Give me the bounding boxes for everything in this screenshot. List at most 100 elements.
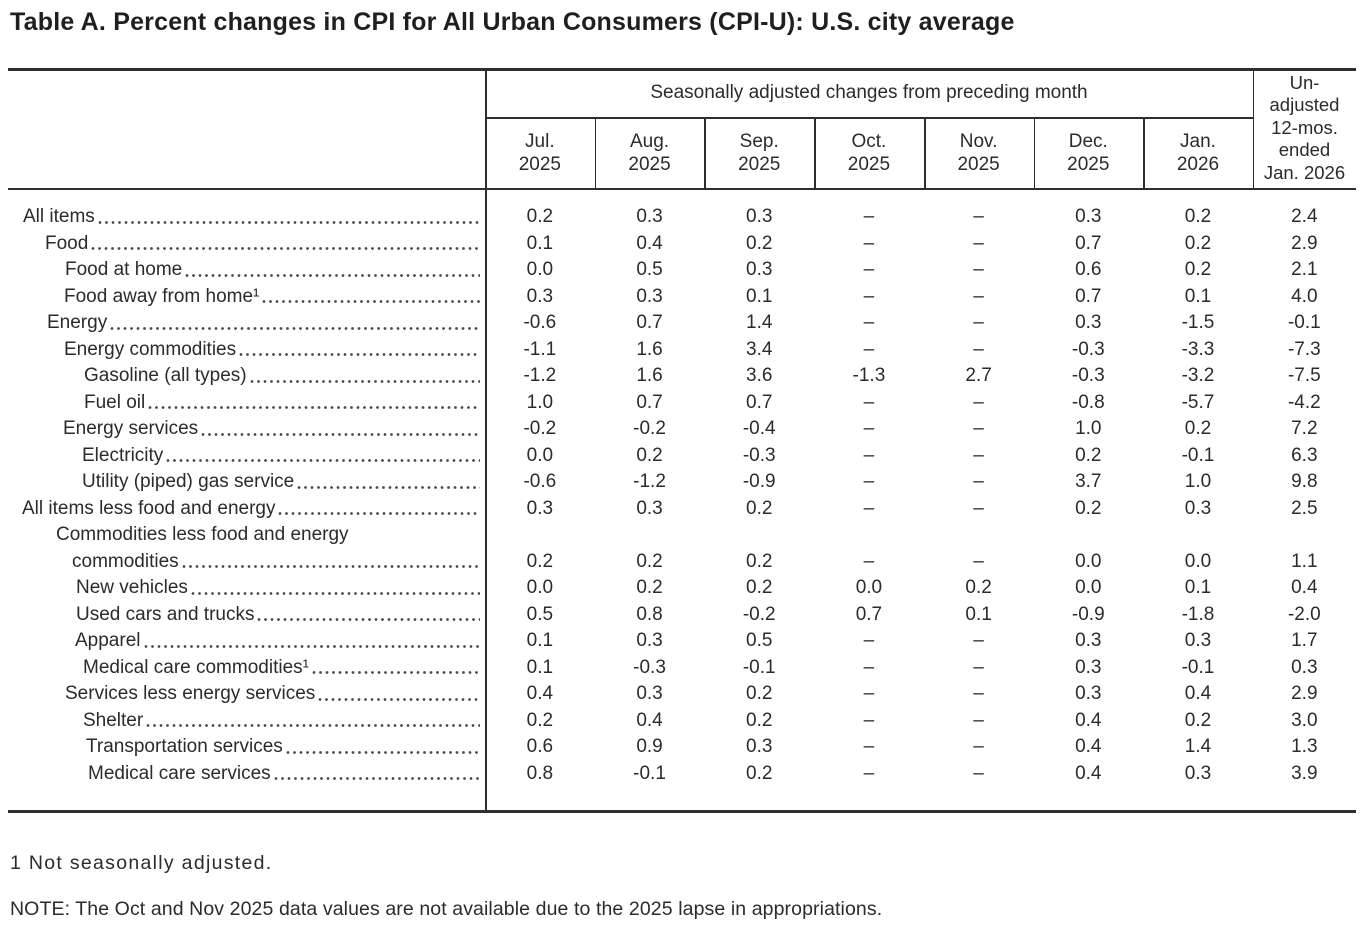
row-label: All items less food and energy [8,496,485,523]
month-column-separator [814,117,816,188]
cell-value: -5.7 [1181,391,1215,413]
cell-value: – [973,312,984,333]
cell-value: 0.2 [1184,206,1212,227]
cell-value: 0.3 [1184,497,1212,519]
cell-value: 0.5 [746,630,773,651]
cell-value: – [973,391,984,413]
month-column-separator [594,117,597,188]
cell-value: – [863,418,875,439]
row-label: Fuel oil [8,390,485,417]
row-label: Used cars and trucks [8,602,485,629]
cell-value: – [863,683,875,704]
table-title: Table A. Percent changes in CPI for All … [10,8,1015,36]
cell-value: 0.9 [636,736,663,757]
cell-value: 3.7 [1075,471,1102,492]
cell-value: 0.3 [1184,630,1212,651]
dot-leader [311,670,480,675]
cell-value: -0.2 [523,418,557,439]
cell-value: 0.2 [636,550,663,572]
cell-value: 0.3 [746,736,773,757]
month-header-cell: Sep. 2025 [738,130,781,175]
row-label: Energy services [8,416,485,443]
cell-value: 0.3 [1184,762,1212,784]
cell-value: 0.0 [1075,550,1102,572]
cell-value: 0.4 [526,683,554,704]
cell-value: – [973,550,984,572]
table-row: All items less food and energy 0.3 0.3 0.2 –… [8,496,1356,523]
cell-value: 2.5 [1291,497,1318,519]
cell-value: 0.1 [526,630,554,651]
row-label: Medical care commodities¹ [8,655,485,682]
cell-value: 0.3 [1075,206,1102,227]
month-header-cell: Dec. 2025 [1067,130,1110,175]
cell-value: 2.4 [1291,206,1318,227]
cell-value: – [863,259,875,280]
cell-value: – [863,206,875,227]
cell-value: – [973,418,984,439]
table-row: Utility (piped) gas service -0.6 -1.2 -0.9 –… [8,469,1356,496]
cell-value: 0.7 [746,391,773,413]
unadjusted-column-header: Un-adjusted 12-mos. ended Jan. 2026 [1263,71,1346,183]
cell-value: -7.5 [1287,365,1321,386]
table-row: Gasoline (all types) -1.2 1.6 3.6 -1.3 2.7 -0.… [8,363,1356,390]
table-row: Shelter 0.2 0.4 0.2 – – 0.4 0.2 3.0 [8,708,1356,735]
cell-value: -1.5 [1181,312,1215,333]
cell-value: – [863,762,875,784]
table-row: Food away from home¹ 0.3 0.3 0.1 – – 0.7 0.1 4.0 [8,284,1356,311]
cell-value: 0.5 [636,259,663,280]
cell-value: 0.1 [526,232,554,254]
cell-value: 1.4 [1184,736,1212,757]
cell-value: 1.0 [1075,418,1102,439]
cell-value: – [973,338,984,360]
cell-value: – [863,736,875,757]
table-row: Electricity 0.0 0.2 -0.3 – – 0.2 -0.1 6.3 [8,443,1356,470]
cell-value: 0.0 [1075,577,1102,598]
cell-value: 0.3 [746,206,773,227]
cell-value: 7.2 [1291,418,1318,439]
cell-value: 0.1 [746,285,773,307]
dot-leader [278,511,480,516]
cell-value: – [863,709,875,731]
table-top-rule [8,68,1356,71]
cell-value: 0.1 [1184,577,1212,598]
dot-leader [190,590,480,596]
table-row: Energy -0.6 0.7 1.4 – – 0.3 -1.5 -0.1 [8,310,1356,337]
stub-column-separator [485,68,487,810]
unadjusted-column-separator [1252,68,1255,188]
dot-leader [239,352,480,357]
cell-value: -3.3 [1181,338,1215,360]
dot-leader [110,325,480,331]
cell-value: 0.3 [636,683,663,704]
cell-value: – [863,285,875,307]
cell-value: -0.3 [1071,365,1105,386]
month-header-cell: Aug. 2025 [628,130,671,175]
cell-value: 0.7 [1075,232,1102,254]
cell-value: – [863,391,875,413]
cell-value: 0.4 [1075,736,1102,757]
cell-value: 0.8 [526,762,554,784]
column-header-underline [8,188,1356,190]
cell-value: 0.5 [526,603,554,625]
group-header-underline [485,117,1253,119]
cell-value: 3.6 [746,365,773,386]
cell-value: 0.2 [636,577,663,598]
cell-value: 0.3 [636,497,663,519]
cell-value: 1.0 [1184,471,1212,492]
cell-value: 0.2 [965,577,992,598]
cell-value: 0.4 [636,232,663,254]
cell-value: -4.2 [1287,391,1321,413]
dot-leader [97,219,480,225]
cell-value: – [973,683,984,704]
cell-value: – [863,312,875,333]
cell-value: – [973,259,984,280]
cell-value: 0.2 [1184,709,1212,731]
cell-value: 0.3 [636,630,663,651]
cell-value: – [863,550,875,572]
cell-value: – [973,285,984,307]
row-label: Energy [8,310,485,337]
cell-value: -0.9 [1071,603,1105,625]
cell-value: 0.3 [636,206,663,227]
cell-value: -0.1 [1181,444,1215,466]
cell-value: -0.3 [742,444,776,466]
cell-value: 0.7 [1075,285,1102,307]
